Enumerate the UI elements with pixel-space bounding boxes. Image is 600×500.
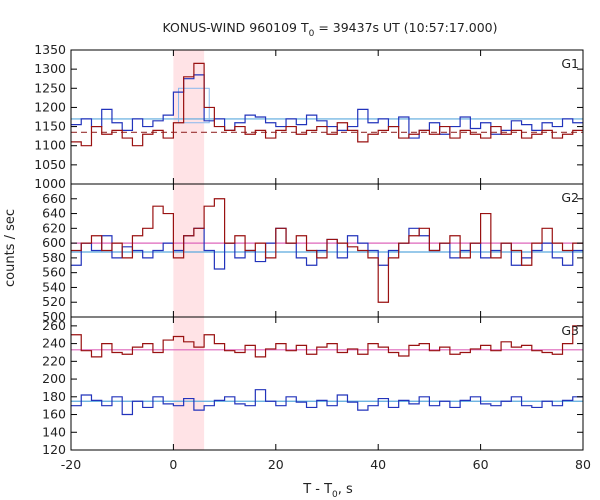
y-tick-label: 540 <box>42 279 66 294</box>
series-line-1 <box>71 62 583 147</box>
panel-label: G1 <box>561 56 579 71</box>
y-tick-label: 260 <box>42 318 66 333</box>
x-tick-label: 20 <box>268 457 284 472</box>
y-tick-label: 240 <box>42 336 66 351</box>
y-tick-label: 180 <box>42 389 66 404</box>
series-line-1 <box>71 198 583 303</box>
y-tick-label: 1350 <box>34 42 66 57</box>
x-tick-label: 40 <box>370 457 386 472</box>
y-tick-label: 620 <box>42 220 66 235</box>
y-tick-label: 140 <box>42 424 66 439</box>
y-tick-label: 600 <box>42 235 66 250</box>
y-tick-label: 660 <box>42 191 66 206</box>
series-line-0 <box>71 74 583 139</box>
x-tick-label: 80 <box>575 457 591 472</box>
y-tick-label: 1000 <box>34 176 66 191</box>
x-tick-label: -20 <box>61 457 81 472</box>
y-tick-label: 560 <box>42 265 66 280</box>
chart-title: KONUS-WIND 960109 T0 = 39437s UT (10:57:… <box>162 20 497 39</box>
panel-label: G3 <box>561 323 579 338</box>
highlight-box <box>178 87 210 124</box>
y-tick-label: 160 <box>42 407 66 422</box>
x-axis-label: T - T0, s <box>302 482 353 500</box>
panel-frame <box>70 316 584 451</box>
series-line-1 <box>71 325 583 358</box>
y-tick-label: 640 <box>42 206 66 221</box>
y-tick-label: 1250 <box>34 80 66 95</box>
y-tick-label: 500 <box>42 309 66 324</box>
y-tick-label: 520 <box>42 294 66 309</box>
series-line-0 <box>71 389 583 416</box>
y-tick-label: 1150 <box>34 119 66 134</box>
panel-frame <box>70 49 584 185</box>
panel-g1: 1000 1050 1100 1150 1200 1250 1300 1350 G1 <box>34 42 584 191</box>
y-tick-label: 220 <box>42 353 66 368</box>
x-tick-label: 0 <box>169 457 177 472</box>
y-tick-label: 1050 <box>34 157 66 172</box>
y-tick-label: 1300 <box>34 61 66 76</box>
panels: 1000 1050 1100 1150 1200 1250 1300 1350 G1 500520… <box>34 42 584 457</box>
panel-label: G2 <box>561 190 579 205</box>
y-tick-label: 200 <box>42 371 66 386</box>
x-ticks: -20 0 20 40 60 80 <box>61 50 591 472</box>
y-tick-label: 1200 <box>34 99 66 114</box>
y-tick-label: 580 <box>42 250 66 265</box>
y-axis-label: counts / sec <box>3 209 18 287</box>
x-tick-label: 60 <box>473 457 489 472</box>
y-tick-label: 120 <box>42 442 66 457</box>
y-tick-label: 1100 <box>34 138 66 153</box>
panel-g3: 120 140 160 180 200 220 240 260 G3 <box>42 316 584 457</box>
